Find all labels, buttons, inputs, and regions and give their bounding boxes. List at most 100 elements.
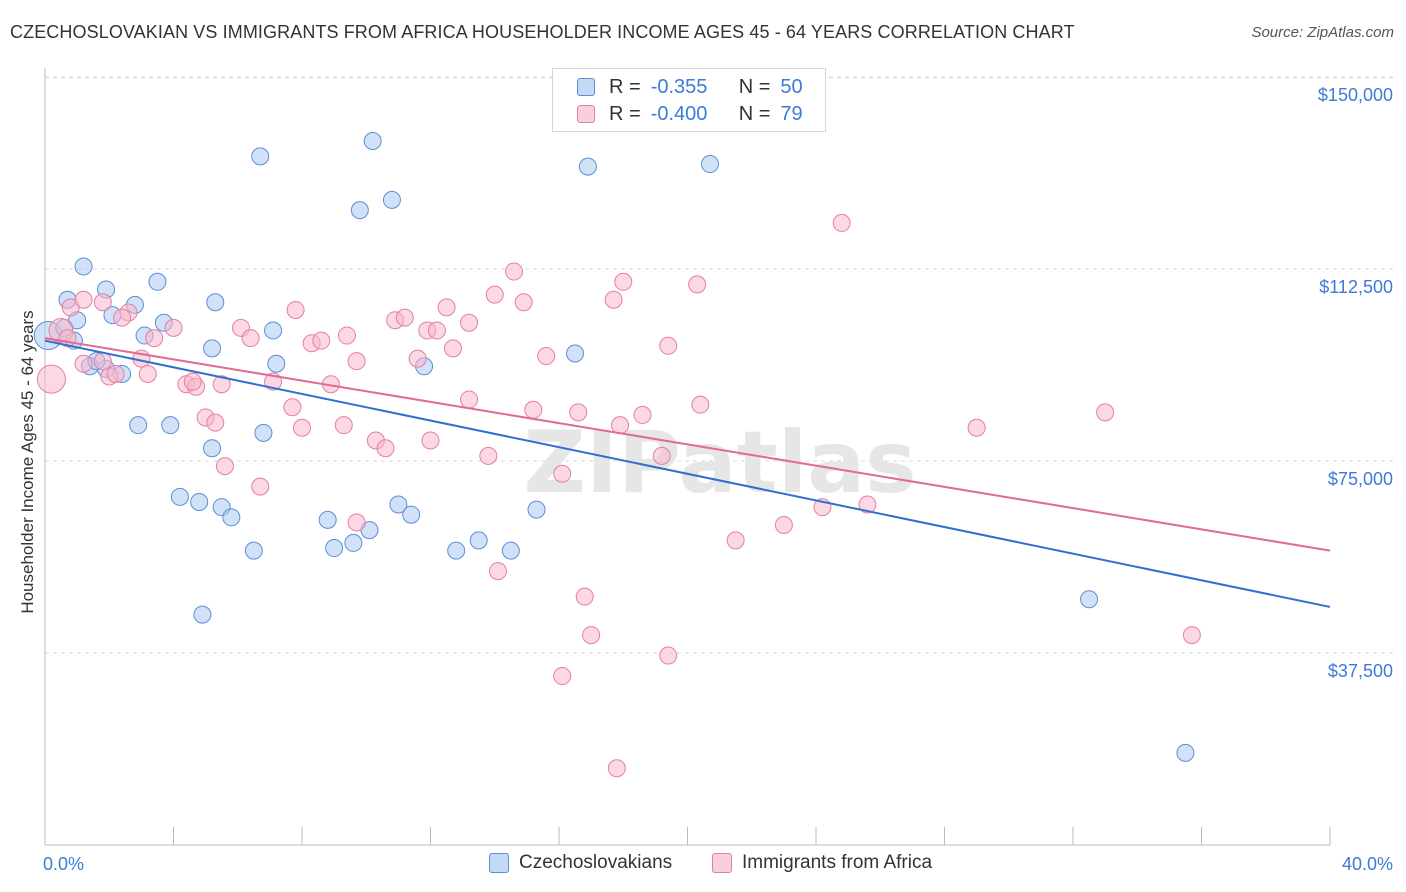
- czechoslovakian-point-26: [318, 510, 337, 529]
- czechoslovakian-point-45: [1176, 743, 1195, 762]
- czechoslovakian-point-40: [578, 157, 597, 176]
- africa-point-37: [421, 431, 440, 450]
- bottom-legend-label: Immigrants from Africa: [742, 852, 933, 873]
- africa-point-76: [74, 354, 93, 373]
- africa-point-49: [553, 464, 572, 483]
- africa-point-72: [488, 562, 507, 581]
- legend-r-value: -0.400: [650, 102, 708, 125]
- africa-point-17: [206, 413, 225, 432]
- africa-point-60: [726, 531, 745, 550]
- legend-n-value: 79: [780, 102, 803, 125]
- czechoslovakian-point-34: [501, 541, 520, 560]
- africa-point-68: [553, 667, 572, 686]
- africa-point-71: [659, 646, 678, 665]
- trend-lines: [44, 337, 1331, 608]
- legend-n-label: N =: [738, 102, 771, 125]
- africa-point-4: [93, 293, 112, 312]
- czechoslovakian-point-42: [566, 344, 585, 363]
- africa-point-59: [688, 275, 707, 294]
- africa-point-32: [376, 439, 395, 458]
- africa-point-67: [1182, 626, 1201, 645]
- legend-n-label: N =: [738, 75, 771, 98]
- y-tick-label-3: $150,000: [1318, 85, 1393, 105]
- czechoslovakian-point-14: [264, 321, 283, 340]
- czechoslovakian-point-39: [382, 190, 401, 209]
- bottom-legend-label: Czechoslovakians: [519, 852, 673, 873]
- africa-point-56: [652, 446, 671, 465]
- africa-point-35: [408, 349, 427, 368]
- africa-point-70: [607, 759, 626, 778]
- africa-point-15: [212, 375, 231, 394]
- czechoslovakian-point-9: [203, 339, 222, 358]
- source-credit: Source: ZipAtlas.com: [1251, 24, 1394, 41]
- czechoslovakian-point-29: [402, 505, 421, 524]
- czechoslovakian-point-8: [206, 293, 225, 312]
- africa-point-20: [241, 329, 260, 348]
- czechoslovakian-point-33: [469, 531, 488, 550]
- watermark: ZIPatlas: [524, 413, 917, 513]
- bottom-legend-czechoslovakians: Czechoslovakians: [489, 852, 672, 874]
- africa-point-44: [485, 285, 504, 304]
- africa-point-54: [614, 272, 633, 291]
- africa-point-73: [347, 513, 366, 532]
- axes: [44, 68, 1331, 846]
- czechoslovakian-point-32: [447, 541, 466, 560]
- africa-point-65: [967, 418, 986, 437]
- africa-point-30: [347, 352, 366, 371]
- czechoslovakian-point-37: [363, 132, 382, 150]
- bottom-legend-africa: Immigrants from Africa: [712, 852, 932, 874]
- africa-point-75: [183, 372, 202, 391]
- africa-point-50: [569, 403, 588, 422]
- czechoslovakian-point-35: [527, 500, 546, 519]
- bottom-legend-swatch-pink: [712, 853, 732, 873]
- africa-point-43: [479, 446, 498, 465]
- africa-point-63: [832, 213, 851, 232]
- legend-r-label: R =: [609, 102, 641, 125]
- africa-point-11: [93, 352, 112, 371]
- africa-point-47: [524, 400, 543, 419]
- czechoslovakian-point-38: [350, 201, 369, 220]
- africa-point-51: [575, 587, 594, 606]
- africa-point-74: [251, 477, 270, 496]
- africa-point-38: [427, 321, 446, 340]
- czechoslovakian-point-28: [389, 495, 408, 514]
- czechoslovakian-point-41: [700, 155, 719, 174]
- czechoslovakian-point-20: [203, 439, 222, 458]
- y-tick-label-0: $37,500: [1328, 661, 1393, 681]
- czechoslovakian-point-4: [148, 272, 167, 291]
- africa-point-7: [164, 318, 183, 337]
- correlation-legend: R = -0.355 N = 50 R = -0.400 N = 79: [552, 68, 826, 132]
- africa-point-12: [138, 364, 157, 383]
- africa-point-25: [312, 331, 331, 350]
- africa-point-41: [460, 390, 479, 409]
- bottom-legend-swatch-blue: [489, 853, 509, 873]
- africa-point-3: [74, 290, 93, 309]
- czechoslovakian-point-19: [161, 416, 180, 435]
- czechoslovakian-point-17: [254, 423, 273, 442]
- czechoslovakian-point-21: [170, 487, 189, 506]
- africa-point-42: [460, 313, 479, 332]
- africa-point-48: [537, 347, 556, 366]
- africa-point-23: [286, 300, 305, 319]
- czechoslovakian-point-36: [251, 147, 270, 166]
- tick-labels: $37,500 $75,000 $112,500 $150,000 0.0% 40.0%: [43, 85, 1393, 874]
- grid: [45, 76, 1395, 654]
- legend-row-czechoslovakians: R = -0.355 N = 50: [577, 74, 803, 100]
- legend-r-value: -0.355: [650, 75, 708, 98]
- czechoslovakian-point-44: [1080, 590, 1099, 609]
- africa-point-77: [106, 364, 125, 383]
- czechoslovakian-point-30: [344, 533, 363, 552]
- africa-point-6: [113, 308, 132, 327]
- y-tick-label-2: $112,500: [1319, 277, 1393, 297]
- czechoslovakian-point-31: [325, 539, 344, 558]
- africa-point-53: [611, 416, 630, 435]
- africa-point-52: [604, 290, 623, 309]
- legend-swatch-blue: [577, 78, 595, 96]
- czechoslovakian-point-24: [222, 508, 241, 527]
- y-axis-label: Householder Income Ages 45 - 64 years: [18, 310, 37, 613]
- czechoslovakian-point-25: [244, 541, 263, 560]
- africa-trend-line: [44, 337, 1331, 552]
- legend-row-africa: R = -0.400 N = 79: [577, 101, 803, 127]
- africa-point-69: [582, 626, 601, 645]
